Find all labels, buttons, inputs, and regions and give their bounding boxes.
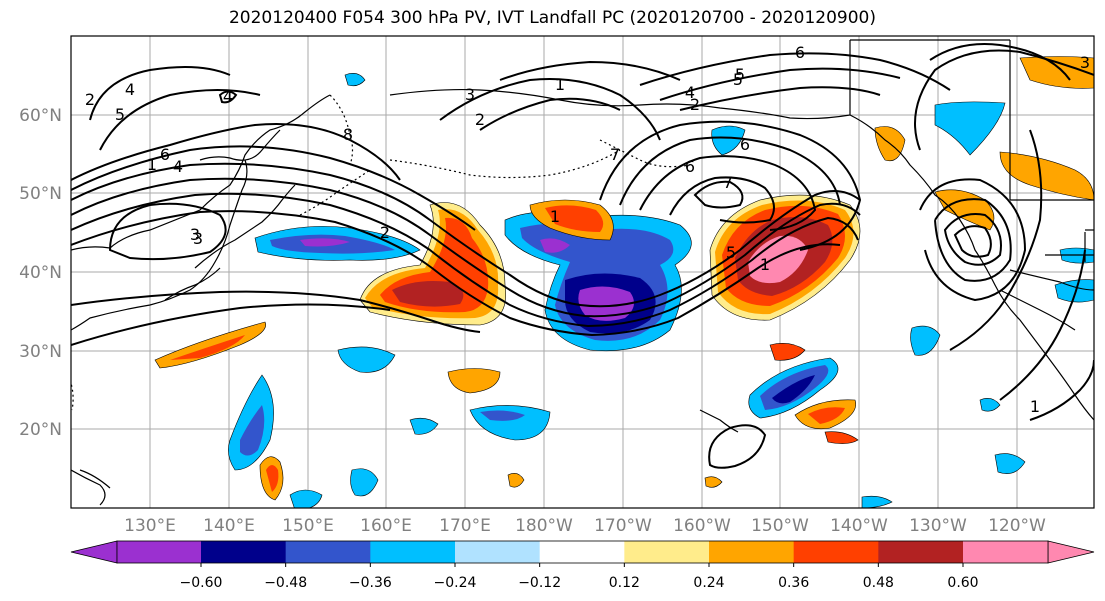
contour-label: 6 <box>795 43 805 62</box>
colorbar-tick-label: −0.24 <box>434 575 477 591</box>
contour-label: 2 <box>690 95 700 114</box>
contour-label: 4 <box>173 157 183 176</box>
colorbar-tick-label: 0.36 <box>778 575 809 591</box>
contour-label: 4 <box>223 87 233 106</box>
latitude-labels: 60°N 50°N 40°N 30°N 20°N <box>19 106 62 440</box>
colorbar-swatch <box>455 541 541 563</box>
longitude-tick-label: 120°W <box>988 516 1046 536</box>
contour-label: 5 <box>726 243 736 262</box>
longitude-labels: 130°E 140°E 150°E 160°E 170°E 180°W 170°W 160°W… <box>124 516 1046 536</box>
colorbar-extend-low <box>70 540 118 564</box>
contour-label: 3 <box>1080 53 1090 72</box>
colorbar-tick-labels: −0.60 −0.48 −0.36 −0.24 −0.12 0.12 0.24 0.36 0.4… <box>180 563 979 591</box>
colorbar-tick-label: 0.24 <box>693 575 724 591</box>
contour-label: 2 <box>85 90 95 109</box>
latitude-tick-label: 30°N <box>19 342 62 362</box>
longitude-tick-label: 140°E <box>203 516 255 536</box>
contour-label: 2 <box>475 110 485 129</box>
colorbar-swatch <box>878 541 964 563</box>
contour-label: 4 <box>685 83 695 102</box>
contour-label: 7 <box>723 173 733 192</box>
longitude-tick-label: 180°W <box>515 516 573 536</box>
longitude-tick-label: 130°W <box>909 516 967 536</box>
contour-label: 1 <box>1030 397 1040 416</box>
map-frame <box>70 35 1095 509</box>
colorbar-tick-label: −0.48 <box>264 575 307 591</box>
colorbar-swatch <box>201 541 287 563</box>
contour-label: 5 <box>733 70 743 89</box>
longitude-tick-label: 140°W <box>830 516 888 536</box>
colorbar-swatch <box>285 541 371 563</box>
contour-label: 8 <box>343 125 353 144</box>
colorbar <box>70 540 1095 564</box>
contour-label: 7 <box>610 145 620 164</box>
latitude-tick-label: 20°N <box>19 420 62 440</box>
colorbar-tick-label: 0.48 <box>863 575 894 591</box>
colorbar-tick-label: −0.60 <box>180 575 223 591</box>
longitude-tick-label: 160°W <box>673 516 731 536</box>
coastlines <box>71 39 1094 506</box>
latitude-tick-label: 50°N <box>19 184 62 204</box>
longitude-tick-label: 170°E <box>439 516 491 536</box>
longitude-tick-label: 170°W <box>594 516 652 536</box>
contour-label: 2 <box>380 223 390 242</box>
colorbar-swatch <box>539 541 625 563</box>
contour-label: 1 <box>147 155 157 174</box>
pv-contour-lines <box>71 43 1094 469</box>
colorbar-swatch <box>793 541 879 563</box>
colorbar-swatch <box>709 541 795 563</box>
contour-label: 3 <box>190 225 200 244</box>
contour-label: 3 <box>193 229 203 248</box>
colorbar-outline <box>116 540 1049 564</box>
contour-label: 1 <box>760 255 770 274</box>
contour-label: 3 <box>465 85 475 104</box>
colorbar-tick-label: −0.36 <box>349 575 392 591</box>
contour-label: 5 <box>115 105 125 124</box>
colorbar-tick-label: −0.12 <box>518 575 561 591</box>
colorbar-tick-label: 0.60 <box>947 575 978 591</box>
longitude-tick-label: 130°E <box>124 516 176 536</box>
contour-label: 1 <box>550 207 560 226</box>
colorbar-swatch <box>624 541 710 563</box>
gridlines <box>71 36 1094 508</box>
latitude-tick-label: 40°N <box>19 263 62 283</box>
longitude-tick-label: 160°E <box>360 516 412 536</box>
contour-label: 6 <box>685 157 695 176</box>
colorbar-swatch <box>117 541 201 563</box>
colorbar-extend-high <box>1047 540 1095 564</box>
colorbar-tick-label: 0.12 <box>609 575 640 591</box>
contour-label: 1 <box>555 75 565 94</box>
colorbar-swatch <box>963 541 1048 563</box>
longitude-tick-label: 150°E <box>282 516 334 536</box>
contour-label: 6 <box>740 135 750 154</box>
contour-label: 6 <box>160 145 170 164</box>
contour-label: 5 <box>735 65 745 84</box>
latitude-tick-label: 60°N <box>19 106 62 126</box>
longitude-tick-label: 150°W <box>751 516 809 536</box>
contour-label: 4 <box>125 80 135 99</box>
map-title: 2020120400 F054 300 hPa PV, IVT Landfall… <box>228 8 876 28</box>
colorbar-swatch <box>370 541 456 563</box>
